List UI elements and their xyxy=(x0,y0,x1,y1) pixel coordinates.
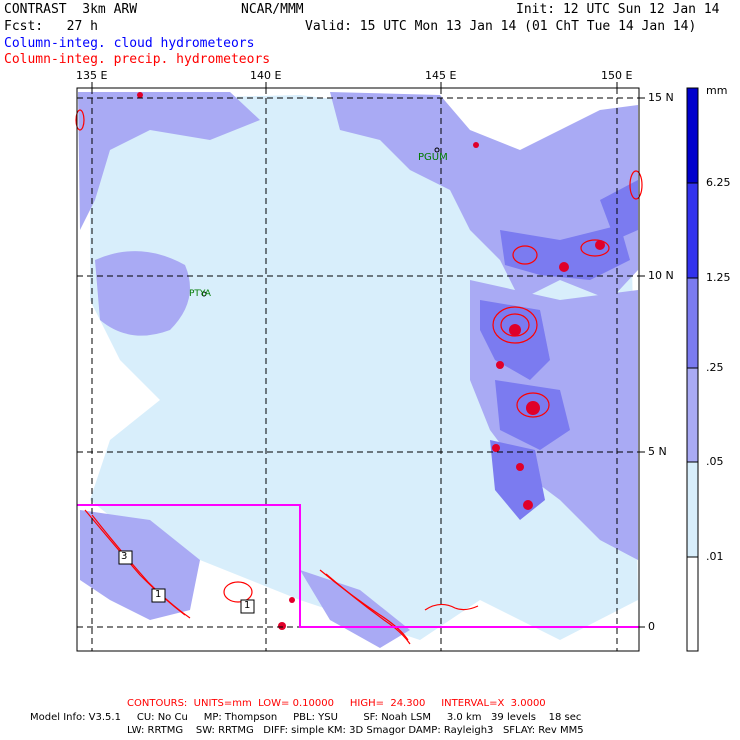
cloud-core xyxy=(600,180,638,240)
colorbar-swatch-4 xyxy=(686,277,699,369)
lon-label-135e: 135 E xyxy=(76,69,108,82)
precip-core xyxy=(559,262,569,272)
contour-info: CONTOURS: UNITS=mm LOW= 0.10000 HIGH= 24… xyxy=(127,698,546,709)
contour-label: 1 xyxy=(155,589,162,600)
colorbar-level-0_25: .25 xyxy=(706,361,724,374)
colorbar-level-0_05: .05 xyxy=(706,455,724,468)
station-label-ptya: PTYA xyxy=(189,289,211,299)
colorbar-unit: mm xyxy=(706,84,728,97)
legend-precip-hydrometeors: Column-integ. precip. hydrometeors xyxy=(4,52,271,67)
station-marker xyxy=(434,147,440,153)
cloud-core xyxy=(490,440,545,520)
cloud-region xyxy=(78,92,260,230)
lon-label-140e: 140 E xyxy=(250,69,282,82)
precip-cell xyxy=(75,109,85,131)
precip-cell xyxy=(492,306,538,344)
cloud-region xyxy=(300,570,410,648)
precip-band xyxy=(325,573,411,645)
station-label-pgum: PGUM xyxy=(418,152,448,163)
contour-label-boxes xyxy=(118,550,255,614)
nested-domain-box xyxy=(77,504,639,628)
org-label: NCAR/MMM xyxy=(241,2,304,17)
cloud-core xyxy=(495,380,570,450)
cloud-core xyxy=(480,300,550,380)
lon-label-145e: 145 E xyxy=(425,69,457,82)
colorbar xyxy=(686,87,699,652)
cloud-core xyxy=(500,225,630,280)
cloud-region xyxy=(95,251,190,336)
contour-label: 1 xyxy=(244,600,251,611)
colorbar-swatch-5 xyxy=(686,182,699,279)
axis-ticks xyxy=(91,82,645,628)
precip-cell xyxy=(512,245,538,265)
legend-cloud-hydrometeors: Column-integ. cloud hydrometeors xyxy=(4,36,255,51)
precip-core xyxy=(523,500,533,510)
precip-cell xyxy=(580,239,610,257)
lat-label-15n: 15 N xyxy=(648,91,674,104)
station-marker xyxy=(201,291,207,297)
contour-label: 3 xyxy=(121,551,128,562)
colorbar-level-1_25: 1.25 xyxy=(706,271,731,284)
map-frame xyxy=(76,87,640,652)
precip-cell xyxy=(223,581,253,603)
colorbar-swatch-3 xyxy=(686,367,699,463)
init-time: Init: 12 UTC Sun 12 Jan 14 xyxy=(516,2,720,17)
precip-cell xyxy=(629,170,643,200)
model-title: CONTRAST 3km ARW xyxy=(4,2,138,17)
precip-core xyxy=(137,92,143,98)
model-info-physics: LW: RRTMG SW: RRTMG DIFF: simple KM: 3D … xyxy=(127,725,584,736)
precip-core xyxy=(516,463,524,471)
colorbar-swatch-2 xyxy=(686,461,699,558)
colorbar-swatch-6 xyxy=(686,87,699,184)
precip-core xyxy=(278,622,286,630)
colorbar-level-0_01: .01 xyxy=(706,550,724,563)
lat-label-5n: 5 N xyxy=(648,445,667,458)
precip-band xyxy=(424,603,479,611)
precip-core xyxy=(289,597,295,603)
precip-band xyxy=(91,514,191,619)
precip-core xyxy=(526,401,540,415)
colorbar-level-6_25: 6.25 xyxy=(706,176,731,189)
lon-label-150e: 150 E xyxy=(601,69,633,82)
precip-core xyxy=(595,240,605,250)
precip-core xyxy=(473,142,479,148)
lat-label-10n: 10 N xyxy=(648,269,674,282)
precip-core xyxy=(509,324,521,336)
precip-core xyxy=(492,444,500,452)
precip-contours xyxy=(75,109,643,645)
precip-cell xyxy=(516,392,550,418)
lat-label-0: 0 xyxy=(648,620,655,633)
cloud-dark xyxy=(480,180,638,520)
precip-core xyxy=(496,361,504,369)
forecast-hour: Fcst: 27 h xyxy=(4,19,98,34)
colorbar-swatch-1 xyxy=(686,556,699,652)
model-info: Model Info: V3.5.1 CU: No Cu MP: Thompso… xyxy=(30,712,582,723)
valid-time: Valid: 15 UTC Mon 13 Jan 14 (01 ChT Tue … xyxy=(305,19,697,34)
precip-cores xyxy=(137,92,605,630)
